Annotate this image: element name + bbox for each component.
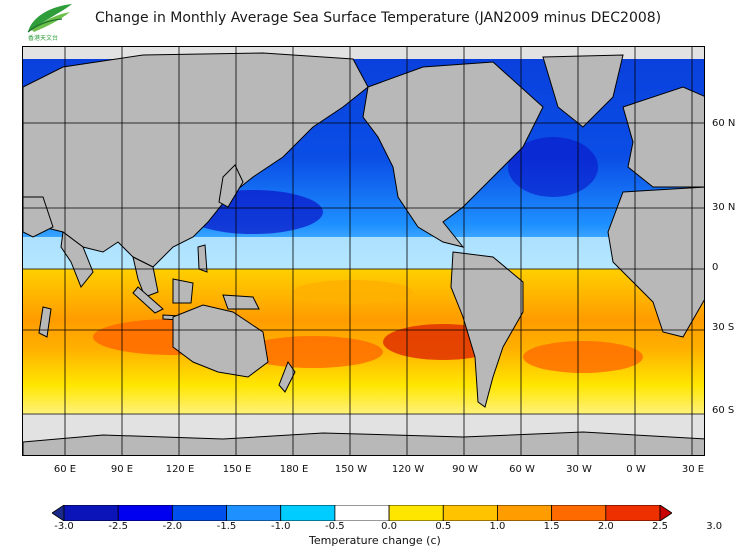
leaf-logo-icon: 香港天文台 [27,4,72,42]
lon-label-0w: 0 W [626,464,646,475]
colorbar-bin [171,505,227,521]
colorbar-bin [388,505,444,521]
lon-label-90e: 90 E [110,464,134,475]
lat-label-30s: 30 S [712,322,735,333]
landmass-africa [607,186,704,338]
landmass-indochina [132,256,159,298]
landmass-new-guinea [222,294,260,310]
landmass-madagascar [38,306,52,338]
cold-patch-north-atlantic [508,137,598,197]
colorbar-bin [117,505,173,521]
colorbar-bin [280,505,336,521]
landmass-europe [622,86,704,188]
colorbar-tick-label: 0.0 [381,521,398,532]
colorbar-tick-label: 1.5 [543,521,560,532]
colorbar-tick-label: 3.0 [706,521,723,532]
landmass-sumatra [132,286,164,314]
colorbar-bin [659,505,672,521]
landmass-india [60,231,94,288]
colorbar-bin [226,505,282,521]
lon-label-150e: 150 E [222,464,252,475]
colorbar-title: Temperature change (c) [309,534,441,547]
sst-map [22,46,705,456]
lon-label-150w: 150 W [334,464,368,475]
colorbar-tick-label: 1.0 [489,521,506,532]
colorbar-tick-label: -2.0 [162,521,183,532]
colorbar-bin [52,505,65,521]
lon-label-30w: 30 W [566,464,592,475]
lat-label-30n: 30 N [712,202,736,213]
hko-logo: 香港天文台 [22,2,74,42]
lat-label-60s: 60 S [712,405,735,416]
lon-label-120w: 120 W [391,464,425,475]
lon-label-60w: 60 W [509,464,535,475]
landmass-philippines [197,244,208,273]
lat-label-equator: 0 [712,262,719,273]
colorbar-tick-label: 2.0 [597,521,614,532]
colorbar-tick-label: -1.5 [216,521,237,532]
lon-label-120e: 120 E [165,464,195,475]
logo-caption: 香港天文台 [28,34,58,42]
colorbar-bin [551,505,607,521]
warm-patch-equatorial-pacific [293,280,413,304]
landmass-japan [218,164,244,208]
sst-map-canvas [23,47,704,455]
colorbar [52,505,672,521]
landmass-north-america [362,61,544,248]
colorbar-bin [442,505,498,521]
colorbar-tick-label: -2.5 [108,521,128,532]
colorbar-tick-label: -3.0 [54,521,74,532]
warm-patch-south-atlantic [523,341,643,373]
colorbar-tick-label: 0.5 [435,521,452,532]
lon-label-60e: 60 E [53,464,77,475]
colorbar-tick-label: -0.5 [325,521,345,532]
landmass-borneo [172,278,194,304]
chart-title: Change in Monthly Average Sea Surface Te… [95,10,662,26]
land-masses [23,52,704,455]
colorbar-bin [63,505,119,521]
lat-label-60n: 60 N [712,118,736,129]
landmass-arabia [23,196,54,238]
lon-label-30e: 30 E [681,464,705,475]
colorbar-bin [497,505,553,521]
graticule [23,47,704,455]
landmass-antarctica [23,431,704,455]
warm-patch-tasman [243,336,383,368]
colorbar-bin [334,505,390,521]
lon-label-90w: 90 W [452,464,478,475]
landmass-south-america [450,251,524,408]
landmass-australia [172,304,269,378]
colorbar-tick-label: -1.0 [270,521,291,532]
colorbar-tick-label: 2.5 [652,521,668,532]
lon-label-180e: 180 E [279,464,309,475]
landmass-greenland [542,54,624,128]
colorbar-bin [605,505,661,521]
